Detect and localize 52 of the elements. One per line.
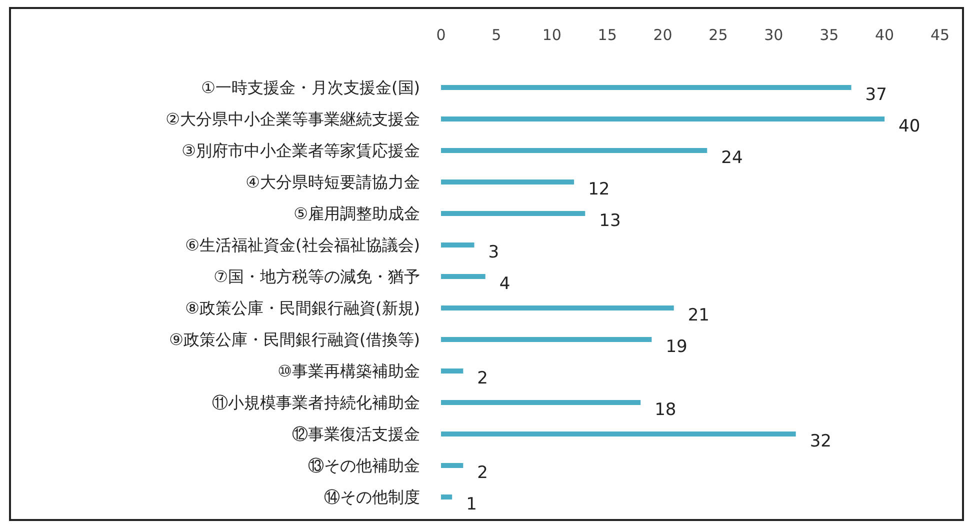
data-label: 1 [466, 494, 477, 514]
bar [441, 337, 652, 342]
y-tick-label: ④大分県時短要請協力金 [246, 172, 420, 192]
y-tick-label: ⑪小規模事業者持続化補助金 [212, 393, 420, 412]
x-tick-label: 25 [708, 26, 728, 44]
bar [441, 148, 708, 153]
data-label: 18 [654, 400, 676, 420]
bar [441, 368, 464, 374]
x-tick-label: 45 [930, 26, 950, 44]
x-tick-label: 20 [653, 26, 672, 44]
data-label: 40 [898, 116, 920, 136]
y-tick-label: ⑫事業復活支援金 [292, 424, 420, 444]
bar [441, 116, 885, 122]
data-label: 24 [721, 148, 743, 168]
x-tick-label: 10 [542, 26, 562, 44]
y-tick-label: ⑥生活福祉資金(社会福祉協議会) [185, 236, 420, 254]
data-label: 32 [810, 432, 832, 452]
data-label: 37 [865, 85, 887, 105]
data-label: 13 [599, 211, 621, 231]
bar [441, 306, 674, 310]
data-label: 12 [588, 180, 610, 200]
y-tick-label: ⑦国・地方税等の減免・猶予 [214, 267, 420, 286]
y-tick-label: ③別府市中小企業者等家賃応援金 [182, 141, 420, 160]
data-label: 2 [477, 368, 488, 388]
bar [441, 274, 486, 279]
y-tick-label: ⑩事業再構築補助金 [278, 362, 420, 380]
data-label: 21 [688, 306, 710, 326]
data-label: 2 [477, 463, 488, 483]
x-tick-label: 5 [492, 26, 502, 44]
y-tick-label: ⑤雇用調整助成金 [294, 204, 420, 223]
x-tick-label: 0 [436, 26, 446, 44]
bar [441, 180, 574, 184]
y-tick-label: ⑧政策公庫・民間銀行融資(新規) [185, 298, 420, 318]
data-label: 4 [499, 274, 510, 294]
bar [441, 242, 474, 248]
bar [441, 400, 641, 405]
bar [441, 432, 796, 436]
y-tick-label: ①一時支援金・月次支援金(国) [201, 78, 420, 97]
x-tick-label: 30 [764, 26, 784, 44]
bar [441, 494, 452, 500]
data-label: 19 [666, 337, 688, 357]
x-tick-label: 35 [820, 26, 839, 44]
y-tick-label: ⑭その他制度 [324, 488, 420, 506]
bar [441, 85, 852, 90]
y-tick-label: ⑨政策公庫・民間銀行融資(借換等) [169, 330, 420, 349]
x-tick-label: 40 [875, 26, 894, 44]
x-tick-label: 15 [598, 26, 617, 44]
y-tick-label: ⑬その他補助金 [308, 456, 420, 475]
bar [441, 211, 586, 216]
y-tick-label: ②大分県中小企業等事業継続支援金 [166, 110, 420, 128]
bar [441, 463, 464, 468]
data-label: 3 [488, 242, 500, 262]
